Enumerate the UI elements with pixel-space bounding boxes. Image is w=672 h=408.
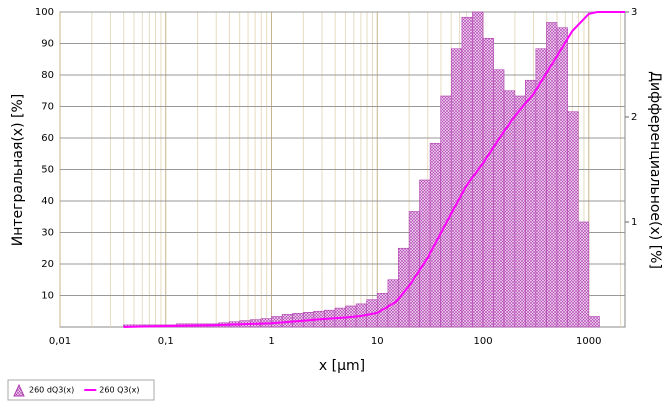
x-tick-label: 1 [268,336,274,347]
x-tick-label: 100 [473,336,492,347]
histogram-bar [482,37,494,328]
y-tick-label: 100 [35,7,54,18]
y-tick-label: 30 [41,228,54,239]
histogram-bar [556,27,568,328]
y2-axis-label: Дифференциальное(x) [%] [647,71,663,269]
y2-tick-label: 2 [631,112,637,123]
histogram-bar [408,211,420,328]
histogram-bar [461,16,473,328]
histogram-bar [503,90,516,328]
y-tick-label: 20 [41,259,54,270]
y-tick-label: 40 [41,196,54,207]
y-tick-label: 60 [41,133,54,144]
y-tick-label: 10 [41,291,54,302]
histogram-bar [524,79,537,328]
x-tick-label: 0,01 [49,336,71,347]
legend-label: 260 Q3(x) [99,386,139,395]
histogram-bar [514,95,526,328]
x-axis-label: x [µm] [319,358,365,374]
legend-label: 260 dQ3(x) [29,386,74,395]
legend-swatch [13,383,25,397]
y2-tick-label: 1 [631,217,637,228]
x-tick-label: 10 [371,336,384,347]
histogram-bar [567,111,579,328]
histogram-bar [493,69,505,328]
y-axis-label: Интегральная(x) [%] [10,94,26,246]
y-tick-label: 70 [41,102,54,113]
histogram-bar [546,22,558,328]
y-tick-label: 80 [41,70,54,81]
cumulative-line [123,11,625,328]
histogram-bar [440,95,452,328]
y2-tick-label: 3 [631,7,637,18]
y-tick-label: 50 [41,165,54,176]
legend [7,379,155,401]
histogram-bar [588,316,600,328]
histogram-bar [450,48,463,328]
x-tick-label: 1000 [576,336,601,347]
histogram-bar [419,179,431,328]
x-tick-label: 0,1 [158,336,174,347]
histogram-bar [577,221,590,328]
y-tick-label: 90 [41,39,54,50]
histogram-bar [535,48,547,328]
